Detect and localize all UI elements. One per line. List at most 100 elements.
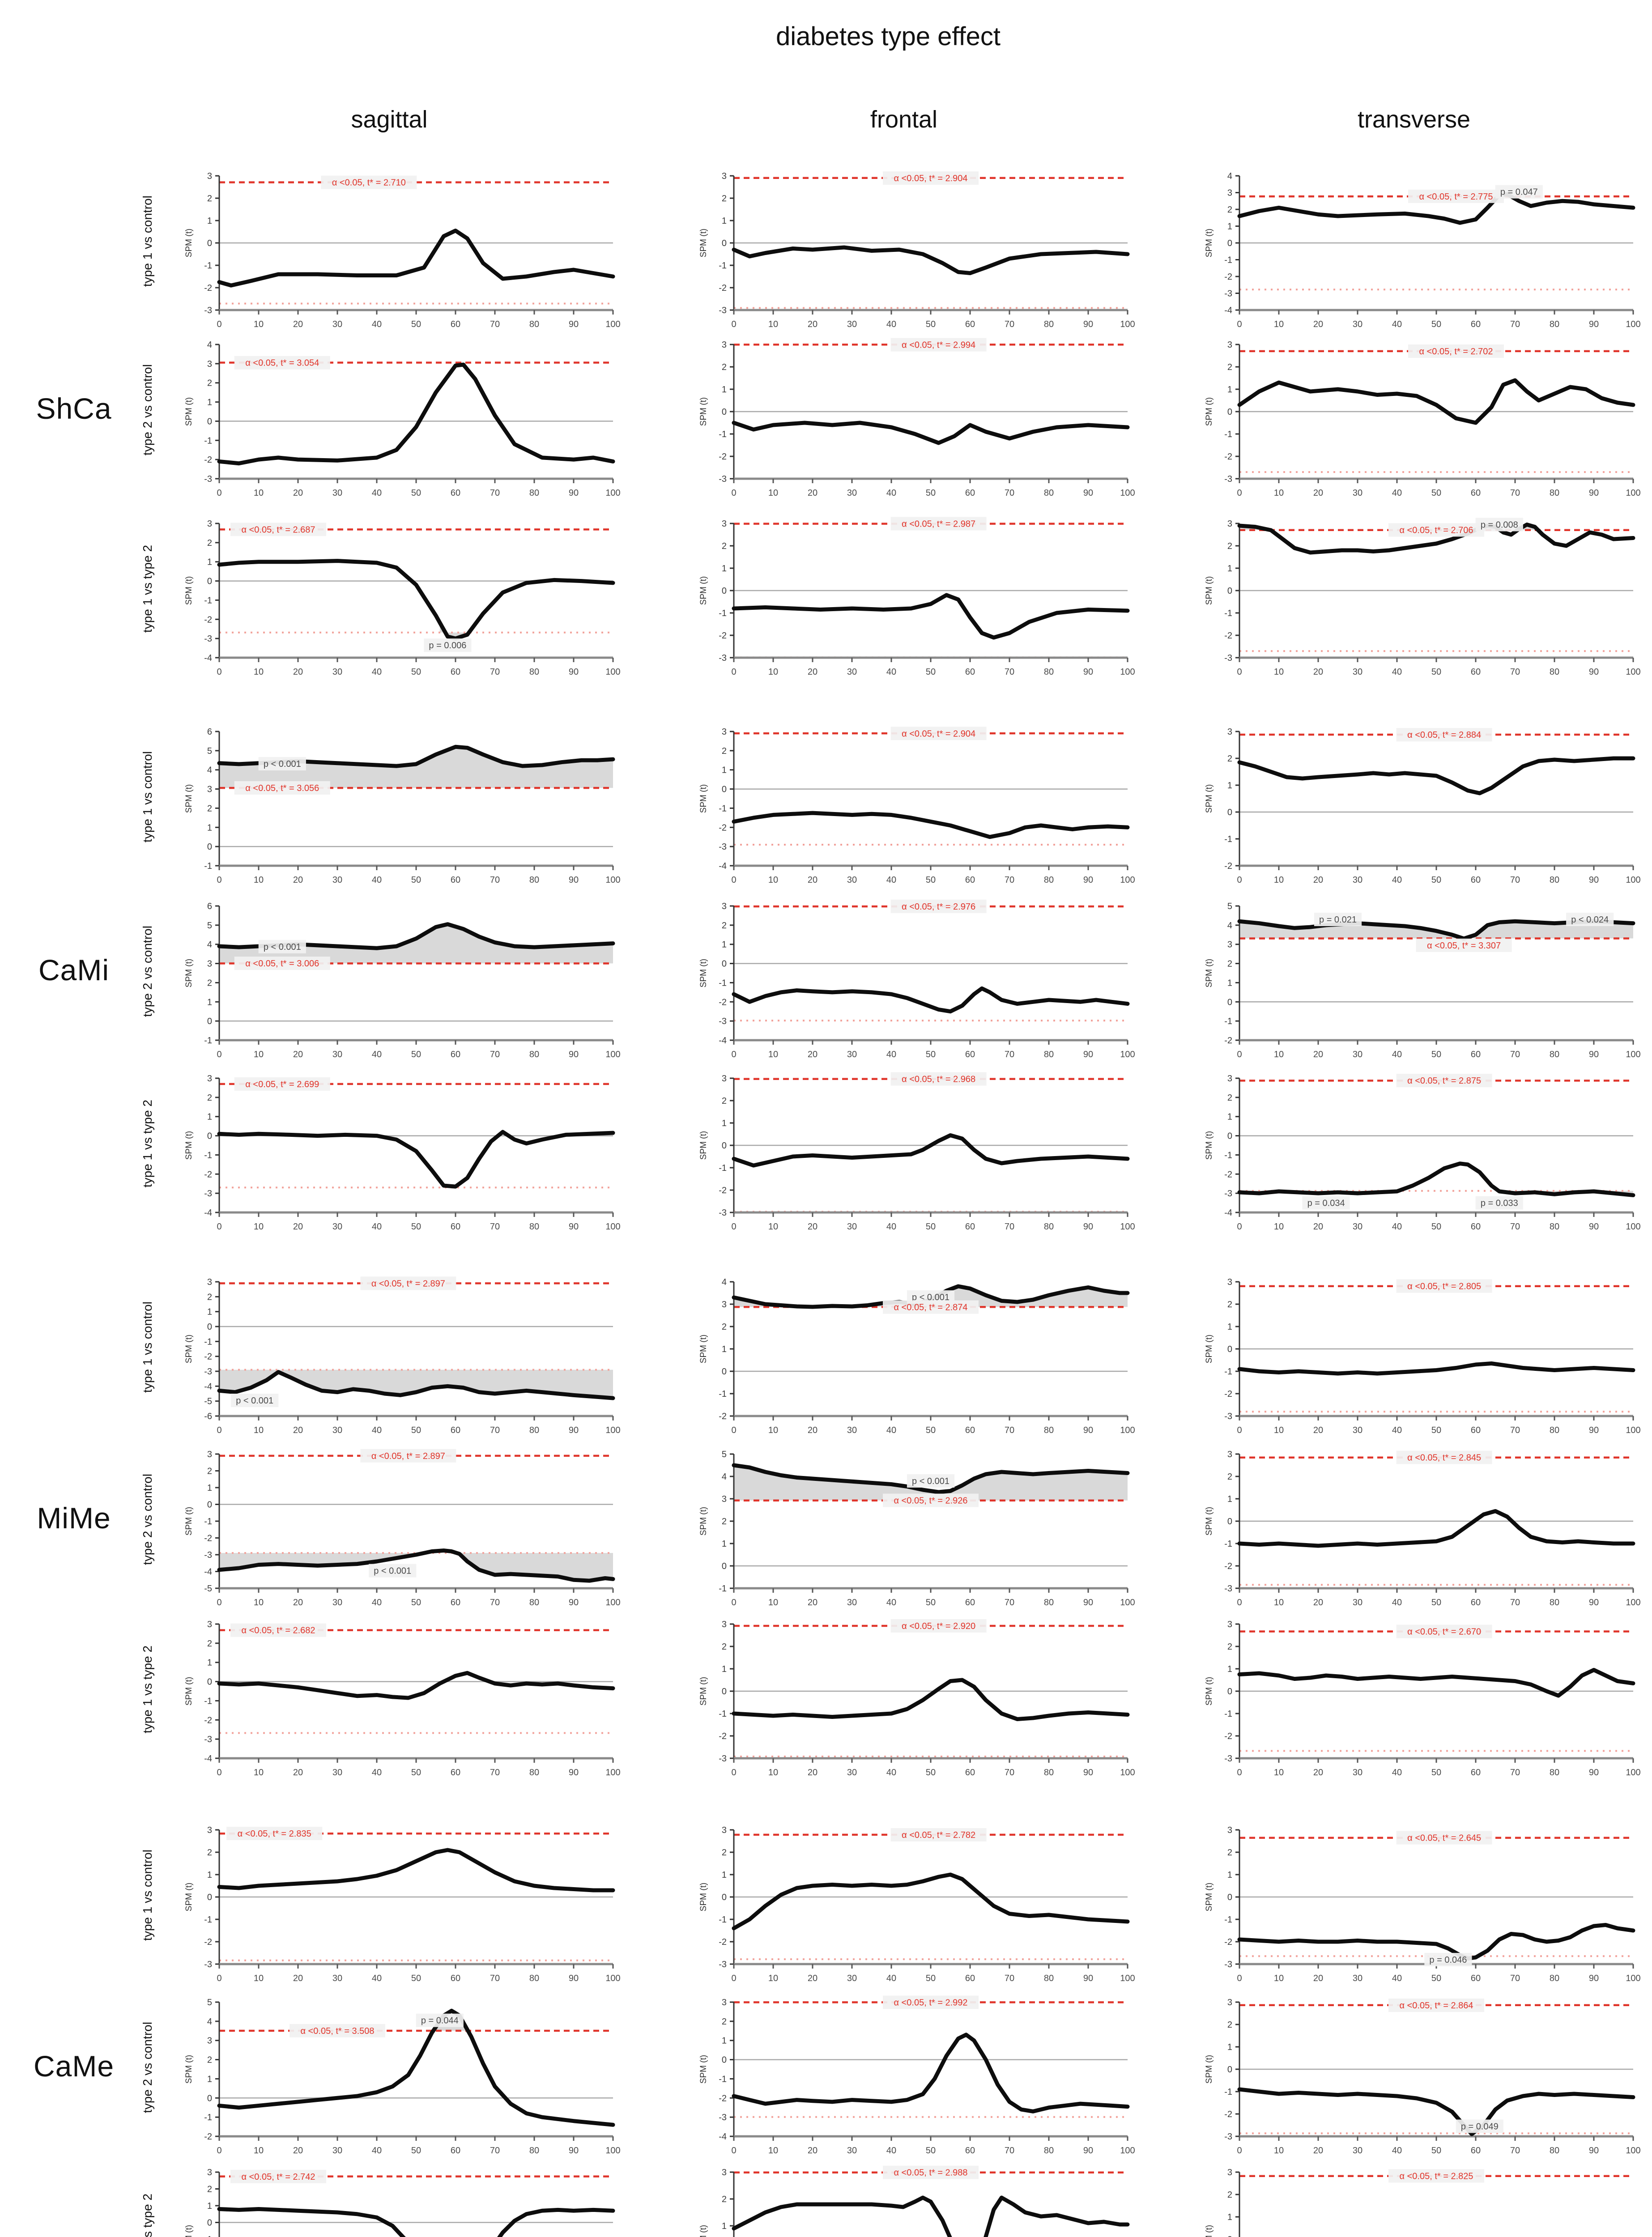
p-value-annotation: p < 0.001 (258, 757, 306, 770)
y-tick-label: 1 (1227, 1494, 1232, 1504)
x-tick-label: 50 (411, 2146, 421, 2156)
x-tick-label: 20 (1313, 1050, 1323, 1059)
y-tick-label: -3 (204, 1189, 212, 1199)
spm-t-curve (1237, 1668, 1635, 1698)
x-tick-label: 70 (490, 1768, 500, 1778)
y-tick-label: -3 (719, 474, 727, 484)
x-tick-label: 50 (1431, 1768, 1441, 1778)
x-tick-label: 0 (217, 1973, 221, 1983)
x-tick-label: 70 (490, 667, 500, 677)
x-tick-label: 90 (569, 875, 579, 885)
x-tick-label: 10 (1274, 2146, 1284, 2156)
y-tick-label: -4 (204, 1382, 212, 1391)
y-tick-label: 3 (722, 1300, 727, 1310)
y-tick-label: 6 (207, 902, 212, 911)
y-tick-label: 0 (207, 238, 212, 248)
column-header-sagittal: sagittal (351, 106, 428, 133)
y-axis-label: SPM (t) (184, 1677, 194, 1705)
y-tick-label: 4 (207, 340, 212, 350)
y-tick-label: 2 (1227, 2190, 1232, 2200)
significance-shaded-region (1239, 921, 1458, 939)
y-tick-label: 2 (1227, 1300, 1232, 1310)
x-tick-label: 90 (1589, 2146, 1599, 2156)
x-tick-label: 90 (1589, 875, 1599, 885)
y-tick-label: 3 (1227, 519, 1232, 529)
y-tick-label: 4 (722, 1472, 727, 1482)
y-tick-label: -1 (1224, 1150, 1232, 1160)
x-tick-label: 90 (1083, 667, 1093, 677)
y-axis-label: SPM (t) (184, 784, 194, 813)
x-tick-label: 30 (1353, 1973, 1362, 1983)
svg-text:α <0.05, t* = 2.976: α <0.05, t* = 2.976 (902, 902, 975, 912)
group-label-came: CaMe (33, 2050, 115, 2083)
spm-t-curve (732, 2033, 1130, 2114)
y-tick-label: 3 (1227, 1825, 1232, 1835)
y-tick-label: 3 (722, 1998, 727, 2007)
y-tick-label: 1 (722, 216, 727, 226)
x-tick-label: 50 (1431, 667, 1441, 677)
x-tick-label: 90 (1083, 2146, 1093, 2156)
x-tick-label: 10 (1274, 488, 1284, 498)
y-tick-label: 1 (1227, 2212, 1232, 2222)
svg-text:p < 0.001: p < 0.001 (912, 1293, 949, 1302)
y-tick-label: 5 (207, 921, 212, 931)
y-tick-label: 3 (722, 2168, 727, 2177)
y-tick-label: -1 (719, 430, 727, 439)
x-tick-label: 50 (926, 667, 936, 677)
svg-text:α <0.05, t* = 2.864: α <0.05, t* = 2.864 (1399, 2001, 1473, 2011)
spm-t-curve (1237, 2087, 1635, 2136)
svg-text:α <0.05, t* = 2.992: α <0.05, t* = 2.992 (894, 1998, 967, 2007)
y-tick-label: -1 (1224, 834, 1232, 844)
y-axis-label: SPM (t) (699, 576, 708, 605)
svg-text:α <0.05, t* = 2.988: α <0.05, t* = 2.988 (894, 2168, 967, 2178)
x-tick-label: 80 (1044, 875, 1054, 885)
x-tick-label: 80 (1044, 1222, 1054, 1232)
svg-text:p = 0.006: p = 0.006 (429, 641, 466, 651)
y-tick-label: 1 (722, 1118, 727, 1128)
y-tick-label: 2 (722, 2017, 727, 2027)
x-tick-label: 90 (1083, 488, 1093, 498)
y-tick-label: 2 (722, 1322, 727, 1332)
alpha-threshold-annotation: α <0.05, t* = 3.056 (234, 781, 330, 795)
x-tick-label: 40 (886, 667, 896, 677)
x-tick-label: 90 (569, 1222, 579, 1232)
y-tick-label: -2 (719, 631, 727, 641)
x-tick-label: 70 (1005, 2146, 1014, 2156)
x-tick-label: 30 (847, 319, 857, 329)
y-tick-label: 1 (207, 997, 212, 1007)
x-tick-label: 80 (529, 1973, 539, 1983)
x-tick-label: 100 (1120, 1768, 1135, 1778)
x-tick-label: 90 (1589, 1425, 1599, 1435)
y-tick-label: 4 (1227, 171, 1232, 181)
x-tick-label: 80 (1550, 1973, 1559, 1983)
x-tick-label: 10 (768, 1222, 778, 1232)
y-tick-label: 6 (207, 727, 212, 737)
x-tick-label: 40 (1392, 319, 1402, 329)
y-tick-label: 3 (207, 1277, 212, 1287)
svg-text:p = 0.008: p = 0.008 (1481, 520, 1518, 530)
y-tick-label: 2 (722, 1517, 727, 1527)
alpha-threshold-annotation: α <0.05, t* = 2.687 (230, 523, 326, 536)
y-tick-label: -4 (204, 1208, 212, 1218)
x-tick-label: 90 (1589, 1768, 1599, 1778)
y-tick-label: 5 (1227, 902, 1232, 911)
y-tick-label: 1 (722, 766, 727, 775)
x-tick-label: 50 (411, 1598, 421, 1608)
y-tick-label: 1 (1227, 564, 1232, 574)
x-tick-label: 60 (451, 488, 460, 498)
spm-t-curve (1237, 756, 1635, 795)
y-tick-label: 0 (1227, 1893, 1232, 1902)
x-tick-label: 10 (768, 1973, 778, 1983)
x-tick-label: 60 (965, 488, 975, 498)
y-axis-label: SPM (t) (184, 576, 194, 605)
x-tick-label: 100 (1626, 1222, 1640, 1232)
x-tick-label: 10 (254, 875, 264, 885)
x-tick-label: 80 (529, 2146, 539, 2156)
x-tick-label: 70 (1510, 1768, 1520, 1778)
svg-text:p = 0.044: p = 0.044 (421, 2016, 459, 2026)
y-axis-label: SPM (t) (1205, 1677, 1214, 1705)
